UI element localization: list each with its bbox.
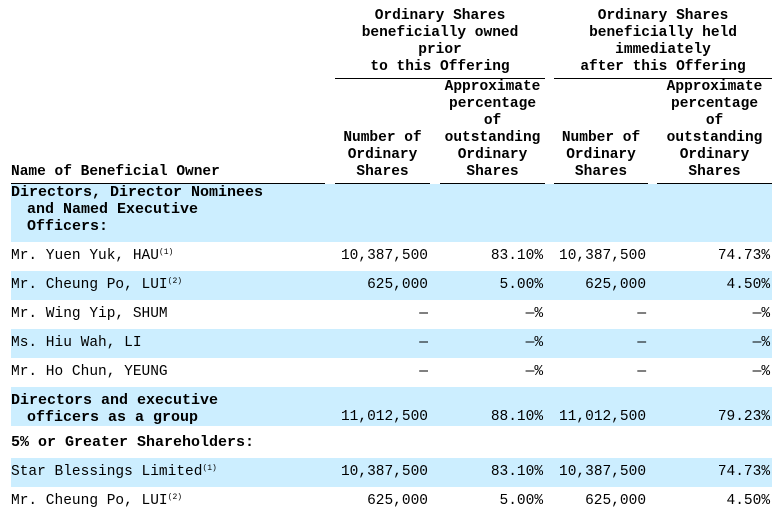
cell-value: — <box>419 364 428 380</box>
header-number-after: Number of Ordinary Shares <box>554 79 649 184</box>
cell-value: 83.10% <box>440 458 546 487</box>
cell-value: 74.73% <box>717 248 771 264</box>
cell-value: —% <box>525 306 544 322</box>
cell-value: 625,000 <box>554 271 649 300</box>
table-row: Mr. Yuen Yuk, HAU(1) 10,387,500 83.10% 10,3… <box>11 242 772 271</box>
cell-value: 10,387,500 <box>335 458 430 487</box>
cell-value: 83.10% <box>490 248 544 264</box>
owner-name: Ms. Hiu Wah, LI <box>11 329 325 358</box>
table-row: Mr. Ho Chun, YEUNG — —% — —% <box>11 358 772 387</box>
owner-name: Mr. Cheung Po, LUI(2) <box>11 271 325 300</box>
header-after-offering: Ordinary Shares beneficially held immediat… <box>554 8 773 79</box>
footnote-ref: (2) <box>167 493 183 502</box>
owner-name: Mr. Cheung Po, LUI(2) <box>11 493 183 509</box>
footnote-ref: (2) <box>167 277 183 286</box>
cell-value: 625,000 <box>585 493 647 509</box>
cell-value: —% <box>657 329 773 358</box>
table-row: Mr. Cheung Po, LUI(2) 625,000 5.00% 625,000… <box>11 271 773 300</box>
table-row: Mr. Cheung Po, LUI(2) 625,000 5.00% 625,000… <box>11 487 772 516</box>
cell-value: 5.00% <box>440 271 546 300</box>
cell-value: — <box>419 306 428 322</box>
cell-value: 10,387,500 <box>340 248 428 264</box>
table-row: Ms. Hiu Wah, LI — —% — —% <box>11 329 773 358</box>
cell-value: — <box>637 364 647 380</box>
cell-value: — <box>335 329 430 358</box>
owner-name: Mr. Ho Chun, YEUNG <box>11 364 168 380</box>
footnote-ref: (1) <box>158 248 174 257</box>
cell-value: 5.00% <box>499 493 544 509</box>
cell-value: — <box>637 306 647 322</box>
cell-value: 74.73% <box>657 458 773 487</box>
group-total-row: Directors and executive officers as a gro… <box>11 387 773 426</box>
directors-section-header: Directors, Director Nominees and Named Ex… <box>11 184 773 242</box>
table-row: Star Blessings Limited(1) 10,387,500 83.10… <box>11 458 773 487</box>
footnote-ref: (1) <box>202 464 217 473</box>
cell-value: 10,387,500 <box>559 248 647 264</box>
header-name: Name of Beneficial Owner <box>11 79 325 184</box>
cell-value: —% <box>752 306 771 322</box>
header-pct-after: Approximate percentage of outstanding Ordina… <box>657 79 773 184</box>
cell-value: — <box>554 329 649 358</box>
header-pct-prior: Approximate percentage of outstanding Ordina… <box>440 79 546 184</box>
cell-value: 625,000 <box>367 493 428 509</box>
owner-name: Mr. Wing Yip, SHUM <box>11 306 168 322</box>
header-prior-offering: Ordinary Shares beneficially owned prior to… <box>335 8 546 79</box>
cell-value: —% <box>525 364 544 380</box>
owner-name: Star Blessings Limited(1) <box>11 458 325 487</box>
table-row: Mr. Wing Yip, SHUM — —% — —% <box>11 300 772 329</box>
header-number-prior: Number of Ordinary Shares <box>335 79 430 184</box>
cell-value: 625,000 <box>335 271 430 300</box>
cell-value: 4.50% <box>726 493 771 509</box>
cell-value: —% <box>752 364 771 380</box>
cell-value: —% <box>440 329 546 358</box>
cell-value: 10,387,500 <box>554 458 649 487</box>
owner-name: Mr. Yuen Yuk, HAU(1) <box>11 248 174 264</box>
beneficial-ownership-table: Ordinary Shares beneficially owned prior to… <box>11 8 773 516</box>
cell-value: 4.50% <box>657 271 773 300</box>
shareholders-section-header: 5% or Greater Shareholders: <box>11 433 255 451</box>
